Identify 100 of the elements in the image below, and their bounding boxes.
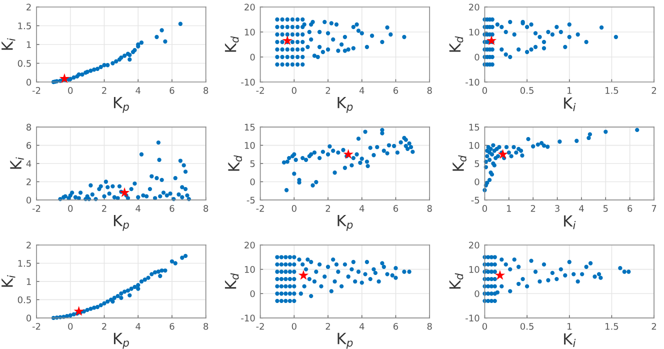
y-tick-label: 0 xyxy=(26,196,32,204)
y-tick-label: 0 xyxy=(250,54,255,61)
y-tick-label: -5 xyxy=(471,196,480,204)
y-tick-label: 10 xyxy=(469,142,480,149)
y-axis-title: K$_{i}$ xyxy=(10,157,24,169)
x-tick-label: 0 xyxy=(482,322,487,330)
y-axis-title: K$_{d}$ xyxy=(224,36,239,52)
x-tick-label: -2 xyxy=(32,322,40,330)
x-tick-label: 7 xyxy=(652,205,656,212)
x-tick-label: 6 xyxy=(394,205,398,212)
x-tick-label: 8 xyxy=(427,205,432,212)
x-tick-label: 8 xyxy=(427,87,432,94)
y-tick-label: -10 xyxy=(241,314,255,322)
x-tick-label: -2 xyxy=(32,205,40,212)
x-tick-label: 6 xyxy=(394,322,398,330)
y-tick-label: -5 xyxy=(246,196,255,204)
x-tick-label: 5 xyxy=(603,205,608,212)
x-tick-label: 4 xyxy=(136,323,140,330)
x-tick-label: 0 xyxy=(68,205,73,212)
y-axis-title: K$_{d}$ xyxy=(228,155,242,171)
y-tick-label: 10 xyxy=(244,142,255,149)
y-tick-label: 10 xyxy=(469,28,480,36)
x-tick-label: 2 xyxy=(102,322,106,330)
y-axis-title: K$_{d}$ xyxy=(224,273,239,289)
x-tick-label: 6 xyxy=(170,205,174,212)
y-tick-label: 10 xyxy=(244,28,255,36)
x-tick-label: 4 xyxy=(136,87,140,94)
x-tick-label: 0.5 xyxy=(520,322,534,330)
x-tick-label: 8 xyxy=(204,87,208,94)
y-tick-label: -10 xyxy=(466,78,480,86)
x-tick-label: 1 xyxy=(568,323,572,330)
x-tick-label: 0 xyxy=(482,87,487,94)
y-tick-label: 20 xyxy=(469,4,480,11)
y-tick-label: 0.5 xyxy=(18,296,31,304)
x-tick-label: 0.5 xyxy=(520,87,534,94)
x-tick-label: 6 xyxy=(628,205,632,212)
x-tick-label: 6 xyxy=(170,322,174,330)
x-tick-label: 0 xyxy=(292,205,296,212)
y-tick-label: 20 xyxy=(469,242,480,249)
x-axis-title: K$_{i}$ xyxy=(564,333,576,348)
y-tick-label: 0 xyxy=(250,290,255,298)
y-tick-label: 2 xyxy=(26,4,31,10)
y-tick-label: 0 xyxy=(474,178,480,186)
x-tick-label: 8 xyxy=(204,322,208,330)
x-tick-label: 4 xyxy=(136,205,140,212)
y-tick-label: 15 xyxy=(469,124,480,131)
y-tick-label: 0 xyxy=(26,78,32,86)
x-tick-label: 0 xyxy=(482,205,487,212)
x-tick-label: 6 xyxy=(394,87,398,94)
y-tick-label: 8 xyxy=(26,124,32,131)
y-tick-label: 1 xyxy=(26,278,31,285)
x-tick-label: 0 xyxy=(68,87,73,94)
y-tick-label: 5 xyxy=(250,160,255,168)
y-tick-label: -10 xyxy=(241,78,255,86)
y-tick-label: 15 xyxy=(244,124,255,131)
x-tick-label: 0 xyxy=(292,322,296,330)
x-tick-label: 1.5 xyxy=(606,87,618,94)
y-tick-label: -10 xyxy=(466,314,480,322)
y-tick-label: 1.5 xyxy=(18,22,31,30)
y-tick-label: 0 xyxy=(474,290,480,298)
x-tick-label: 2 xyxy=(652,87,656,94)
x-axis-title: K$_{i}$ xyxy=(564,97,576,112)
x-tick-label: 2 xyxy=(326,205,330,212)
x-axis-title: K$_{p}$ xyxy=(338,214,353,231)
x-tick-label: 2 xyxy=(102,205,106,212)
x-tick-label: 6 xyxy=(170,87,174,94)
x-tick-label: -2 xyxy=(256,87,264,94)
y-axis-title: K$_{d}$ xyxy=(449,36,464,52)
y-tick-label: 1.5 xyxy=(18,260,31,267)
x-axis-title: K$_{p}$ xyxy=(114,214,129,231)
x-tick-label: 1 xyxy=(568,87,572,94)
x-tick-label: 4 xyxy=(359,205,364,212)
x-tick-label: 8 xyxy=(427,322,432,330)
y-tick-label: 6 xyxy=(26,142,32,149)
x-tick-label: 4 xyxy=(579,205,584,212)
x-axis-title: K$_{i}$ xyxy=(564,215,576,230)
y-axis-title: K$_{d}$ xyxy=(449,273,464,289)
y-tick-label: 10 xyxy=(469,266,480,273)
y-tick-label: 5 xyxy=(474,160,480,168)
x-tick-label: 4 xyxy=(359,87,364,94)
x-tick-label: 0 xyxy=(292,87,296,94)
y-axis-title: K$_{i}$ xyxy=(2,275,16,287)
y-tick-label: 20 xyxy=(244,4,255,11)
x-tick-label: 8 xyxy=(204,205,208,212)
x-tick-label: 2 xyxy=(652,322,656,330)
x-tick-label: 4 xyxy=(359,323,364,330)
x-axis-title: K$_{p}$ xyxy=(114,97,129,113)
x-tick-label: 2 xyxy=(326,322,330,330)
x-axis-title: K$_{p}$ xyxy=(338,332,353,349)
x-tick-label: 3 xyxy=(555,205,560,212)
y-tick-label: 0 xyxy=(250,178,255,186)
x-axis-title: K$_{p}$ xyxy=(114,332,129,349)
y-tick-label: 0 xyxy=(26,314,32,322)
y-axis-title: K$_{i}$ xyxy=(2,38,16,50)
y-axis-title: K$_{d}$ xyxy=(452,155,466,171)
x-tick-label: -2 xyxy=(256,322,264,330)
x-tick-label: 2 xyxy=(102,87,106,94)
y-tick-label: 10 xyxy=(244,266,255,273)
x-tick-label: 2 xyxy=(326,87,330,94)
x-tick-label: -2 xyxy=(32,87,40,94)
